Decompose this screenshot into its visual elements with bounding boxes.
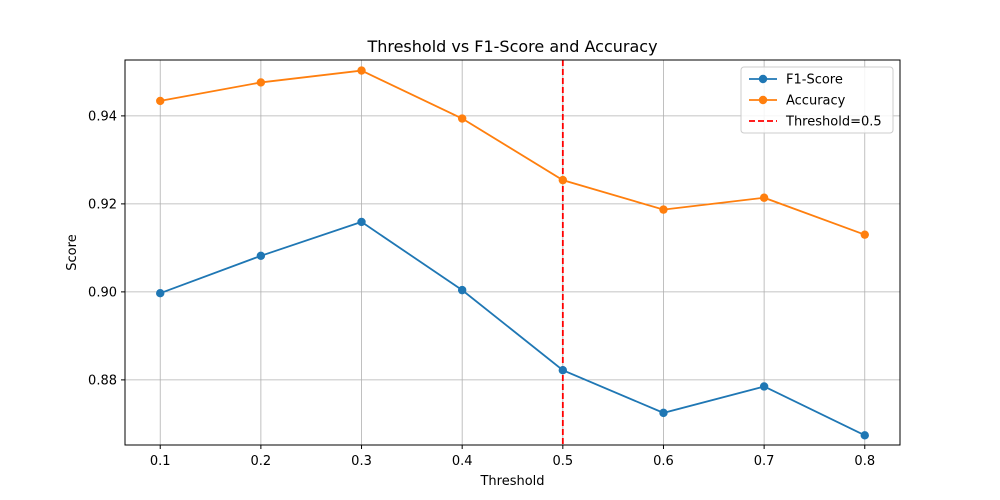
y-tick-label: 0.90 <box>88 285 117 300</box>
f1-score-point <box>256 251 266 260</box>
y-axis-label: Score <box>65 234 80 270</box>
f1-score-point <box>558 366 568 375</box>
accuracy-point <box>860 230 869 239</box>
y-tick-label: 0.88 <box>88 373 117 388</box>
accuracy-line <box>160 69 866 236</box>
x-tick-label: 0.8 <box>854 454 875 469</box>
x-tick-label: 0.2 <box>251 454 272 469</box>
f1-score-point <box>357 217 366 227</box>
accuracy-point <box>156 96 165 106</box>
accuracy-point <box>759 193 769 202</box>
x-tick-label: 0.3 <box>351 454 372 469</box>
y-axis: 0.88 0.90 0.92 0.94 <box>88 109 125 388</box>
x-axis: 0.1 0.2 0.3 0.4 0.5 0.6 0.7 0.8 <box>150 445 875 469</box>
accuracy-point <box>457 114 467 123</box>
y-tick-label: 0.94 <box>88 109 117 124</box>
y-tick-label: 0.92 <box>88 197 117 212</box>
f1-score-point <box>659 408 668 418</box>
legend-label-f1-score: F1-Score <box>786 73 843 88</box>
x-axis-label: Threshold <box>479 474 544 489</box>
x-tick-label: 0.1 <box>150 454 171 469</box>
legend-box <box>740 66 894 134</box>
f1-score-point <box>759 382 769 391</box>
chart-title: Threshold vs F1-Score and Accuracy <box>366 37 657 56</box>
f1-score-line <box>159 220 866 437</box>
legend-label-accuracy: Accuracy <box>786 94 846 109</box>
f1-score-point <box>457 285 467 295</box>
x-tick-label: 0.6 <box>653 454 674 469</box>
x-tick-label: 0.7 <box>754 454 775 469</box>
f1-score-point <box>156 289 165 298</box>
accuracy-point <box>256 78 266 87</box>
legend-marker-f1-score <box>758 74 768 84</box>
series-layer <box>156 60 869 445</box>
legend: F1-Score Accuracy Threshold=0.5 <box>740 66 894 134</box>
x-tick-label: 0.4 <box>452 454 473 469</box>
x-tick-label: 0.5 <box>552 454 573 469</box>
accuracy-point <box>357 66 366 75</box>
legend-marker-accuracy <box>758 95 768 105</box>
accuracy-point <box>558 175 568 185</box>
plot-frame <box>124 59 901 446</box>
accuracy-point <box>659 205 668 214</box>
legend-label-threshold-0-5: Threshold=0.5 <box>785 115 882 130</box>
f1-score-point <box>860 431 869 440</box>
